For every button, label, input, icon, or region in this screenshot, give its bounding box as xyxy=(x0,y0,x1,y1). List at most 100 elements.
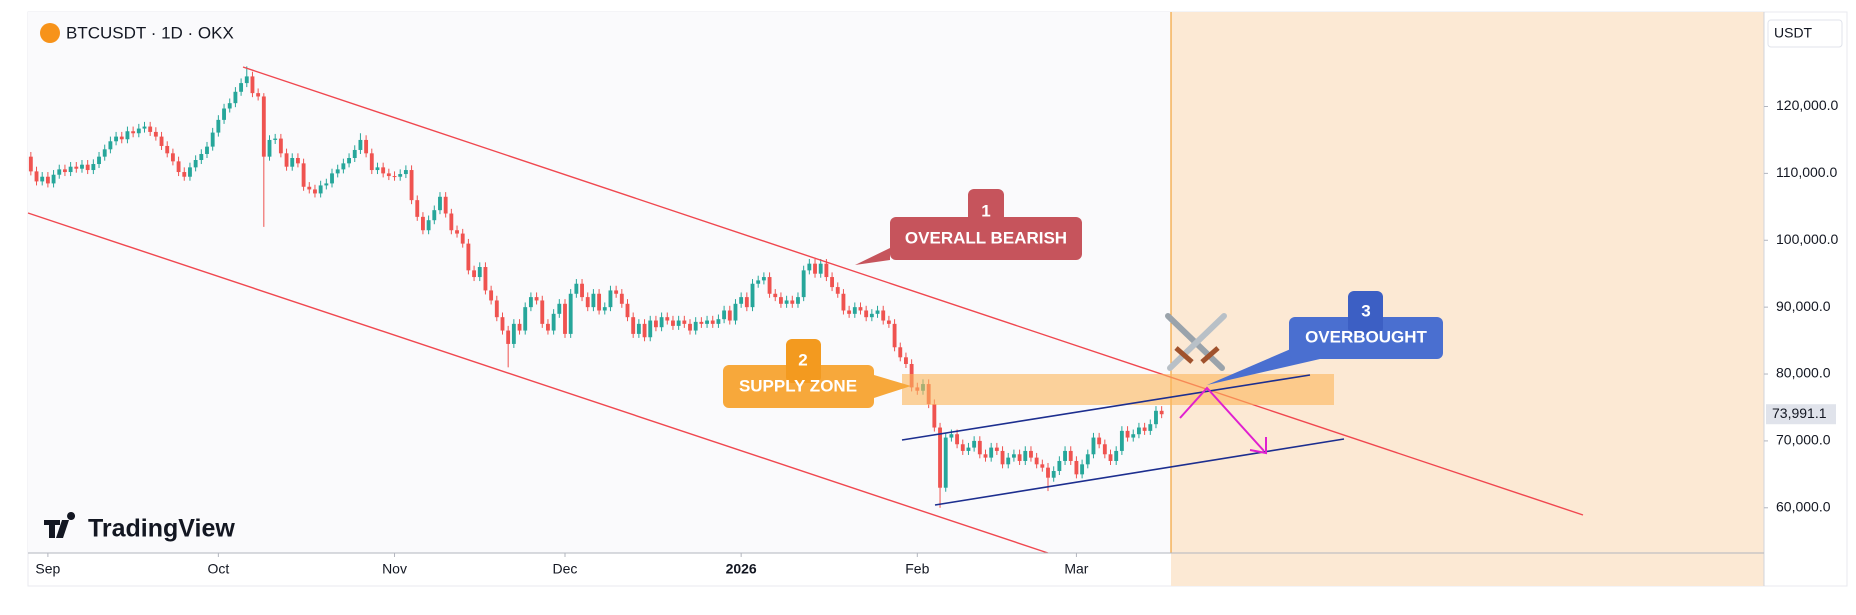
y-tick-label: 70,000.0 xyxy=(1776,432,1831,448)
candle-body xyxy=(403,170,408,175)
candle-body xyxy=(773,293,778,298)
candle-body xyxy=(716,319,721,324)
x-tick-label: Sep xyxy=(35,561,60,577)
candle-body xyxy=(432,210,437,221)
candle-body xyxy=(1017,454,1022,461)
candle-body xyxy=(68,166,73,173)
candle-body xyxy=(960,444,965,451)
candle-body xyxy=(91,164,96,171)
candle-body xyxy=(295,158,300,164)
candle-body xyxy=(398,174,403,177)
candle-body xyxy=(886,320,891,324)
candle-body xyxy=(966,447,971,451)
candle-body xyxy=(1051,471,1056,478)
candle-body xyxy=(994,447,999,451)
sword xyxy=(1167,313,1227,371)
candle-body xyxy=(835,287,840,294)
candle-body xyxy=(1148,424,1153,431)
candle-body xyxy=(585,297,590,308)
callout-number: 1 xyxy=(981,201,990,220)
candle-body xyxy=(727,310,732,321)
candle-body xyxy=(722,310,727,320)
currency-box[interactable] xyxy=(1767,19,1843,48)
candle-body xyxy=(267,139,272,157)
candle-body xyxy=(597,293,602,311)
candle-body xyxy=(261,96,266,157)
candle-body xyxy=(381,167,386,174)
candle-body xyxy=(136,128,141,134)
candle-body xyxy=(778,297,783,304)
candle-body xyxy=(131,131,136,134)
candle-body xyxy=(1131,434,1136,438)
candle-body xyxy=(790,300,795,304)
candle-body xyxy=(591,293,596,308)
candle-body xyxy=(102,149,107,157)
candle-body xyxy=(977,440,982,455)
candle-body xyxy=(369,153,374,171)
symbol-icon xyxy=(40,23,60,43)
candle-body xyxy=(85,164,90,171)
candle-body xyxy=(796,297,800,304)
candle-body xyxy=(847,310,852,314)
candle-body xyxy=(653,320,658,328)
candle-body xyxy=(938,427,942,488)
candle-body xyxy=(824,263,829,278)
candle-body xyxy=(364,139,369,154)
candle-body xyxy=(176,161,181,173)
candle-body xyxy=(227,103,232,109)
candle-body xyxy=(767,277,772,294)
candle-body xyxy=(494,300,499,318)
candle-body xyxy=(438,196,442,211)
candle-body xyxy=(256,93,261,97)
candle-body xyxy=(477,267,482,278)
candle-body xyxy=(80,164,84,169)
candle-body xyxy=(546,323,550,331)
candle-body xyxy=(313,189,317,194)
candle-body xyxy=(551,313,556,331)
candle-body xyxy=(1040,464,1045,468)
candle-body xyxy=(358,139,363,150)
y-tick-label: 80,000.0 xyxy=(1776,365,1831,381)
candle-body xyxy=(34,171,39,182)
candle-body xyxy=(1154,410,1158,425)
x-tick-label: Nov xyxy=(382,561,407,577)
candle-body xyxy=(705,320,709,324)
candle-body xyxy=(1063,450,1067,461)
candle-body xyxy=(688,323,692,331)
candle-body xyxy=(568,293,573,334)
candle-body xyxy=(1108,454,1113,461)
candle-body xyxy=(619,293,624,304)
candle-body xyxy=(74,166,79,169)
candle-body xyxy=(244,76,249,84)
candle-body xyxy=(574,283,579,294)
candle-body xyxy=(375,167,380,171)
candle-body xyxy=(335,169,340,174)
currency-label[interactable]: USDT xyxy=(1774,25,1813,41)
candle-body xyxy=(278,138,283,154)
channel-lower xyxy=(27,212,1049,554)
candle-body xyxy=(318,185,323,194)
callout-number: 3 xyxy=(1361,301,1370,320)
candle-body xyxy=(1085,454,1090,465)
candle-body xyxy=(170,153,175,162)
callout-pointer xyxy=(874,375,911,398)
candle-body xyxy=(1046,467,1050,478)
candle-body xyxy=(97,156,101,165)
callout-text: OVERBOUGHT xyxy=(1305,327,1427,346)
last-price-box xyxy=(1766,404,1836,425)
y-tick-label: 120,000.0 xyxy=(1776,97,1838,113)
candle-body xyxy=(1114,450,1119,461)
symbol-title: BTCUSDT · 1D · OKX xyxy=(66,23,234,42)
candle-body xyxy=(273,138,278,140)
candle-body xyxy=(1125,430,1130,438)
candle-body xyxy=(45,176,50,184)
candle-body xyxy=(250,76,255,94)
candle-body xyxy=(625,303,630,318)
candle-body xyxy=(1023,450,1028,461)
candle-body xyxy=(301,163,306,187)
hilt xyxy=(1200,346,1220,364)
candle-body xyxy=(648,320,653,338)
watermark: TradingView xyxy=(88,515,235,543)
